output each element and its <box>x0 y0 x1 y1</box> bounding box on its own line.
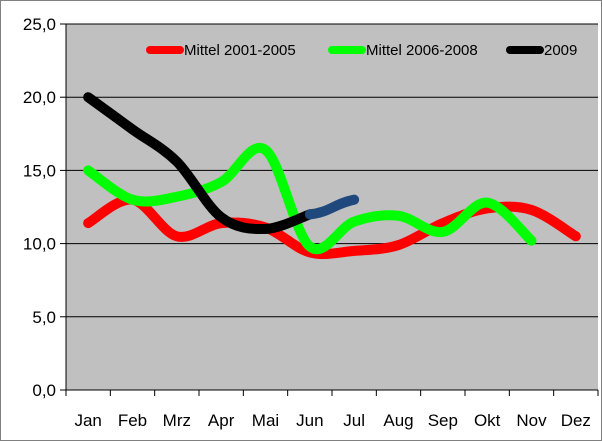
y-tick-label: 20,0 <box>23 88 56 107</box>
y-tick-label: 25,0 <box>23 15 56 34</box>
series-lines <box>83 92 581 259</box>
x-tick-label: Apr <box>208 411 235 430</box>
series-line-2 <box>83 142 537 254</box>
legend-label: 2009 <box>544 42 577 59</box>
x-tick-label: Okt <box>474 411 501 430</box>
legend: Mittel 2001-2005 Mittel 2006-2008 2009 <box>146 42 577 59</box>
x-tick-label: Jul <box>343 411 365 430</box>
x-tick-label: Mrz <box>163 411 191 430</box>
tick-labels: 0,0 5,0 10,0 15,0 20,0 25,0 Jan Feb Mrz Apr Mai Jun… <box>23 15 591 430</box>
y-tick-label: 0,0 <box>32 381 56 400</box>
legend-label: Mittel 2001-2005 <box>184 42 296 59</box>
x-tick-label: Feb <box>118 411 147 430</box>
axes <box>60 23 599 396</box>
legend-label: Mittel 2006-2008 <box>366 42 478 59</box>
y-tick-label: 10,0 <box>23 235 56 254</box>
x-tick-label: Jan <box>74 411 101 430</box>
x-tick-label: Mai <box>252 411 279 430</box>
series-line-3 <box>83 92 315 235</box>
x-tick-label: Jun <box>296 411 323 430</box>
y-tick-label: 15,0 <box>23 161 56 180</box>
series-line-extension <box>304 194 360 220</box>
y-tick-label: 5,0 <box>32 308 56 327</box>
x-tick-label: Nov <box>516 411 547 430</box>
x-tick-label: Aug <box>383 411 413 430</box>
x-tick-label: Sep <box>428 411 458 430</box>
x-tick-label: Dez <box>561 411 591 430</box>
